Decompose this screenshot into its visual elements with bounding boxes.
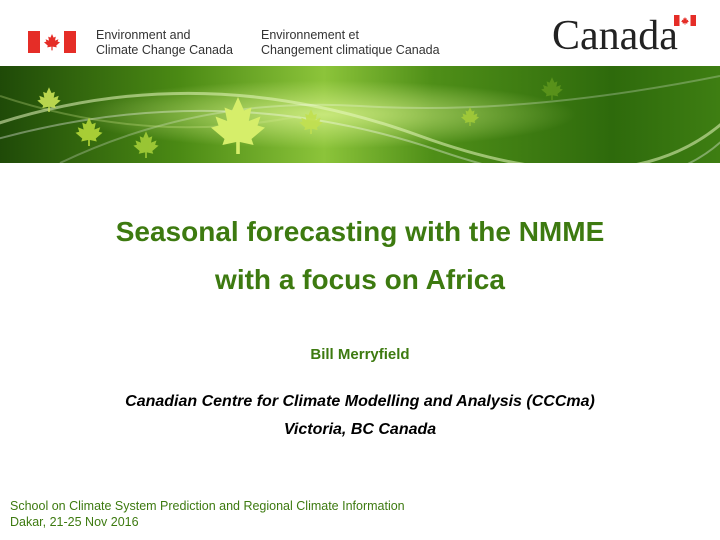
canada-wordmark: Canada bbox=[552, 13, 678, 59]
event-footer: School on Climate System Prediction and … bbox=[10, 498, 405, 530]
dept-en-line1: Environment and bbox=[96, 28, 191, 42]
maple-leaf-banner bbox=[0, 66, 720, 163]
presentation-title: Seasonal forecasting with the NMME with … bbox=[0, 208, 720, 304]
footer-event-name: School on Climate System Prediction and … bbox=[10, 499, 405, 513]
title-line1: Seasonal forecasting with the NMME bbox=[115, 216, 605, 247]
header: Environment and Climate Change Canada En… bbox=[0, 0, 720, 66]
canada-flag-icon bbox=[28, 31, 76, 53]
dept-fr-line2: Changement climatique Canada bbox=[261, 43, 440, 57]
title-line2: with a focus on Africa bbox=[215, 264, 505, 295]
wordmark-flag-icon bbox=[674, 15, 696, 26]
dept-en-line2: Climate Change Canada bbox=[96, 43, 233, 57]
dept-fr-line1: Environnement et bbox=[261, 28, 359, 42]
affiliation-line1: Canadian Centre for Climate Modelling an… bbox=[125, 393, 595, 410]
department-name-french: Environnement et Changement climatique C… bbox=[261, 28, 440, 58]
affiliation-line2: Victoria, BC Canada bbox=[283, 421, 437, 438]
footer-event-date: Dakar, 21-25 Nov 2016 bbox=[10, 515, 139, 529]
author-affiliation: Canadian Centre for Climate Modelling an… bbox=[0, 388, 720, 444]
author-name: Bill Merryfield bbox=[310, 346, 410, 363]
department-name-english: Environment and Climate Change Canada bbox=[96, 28, 233, 58]
